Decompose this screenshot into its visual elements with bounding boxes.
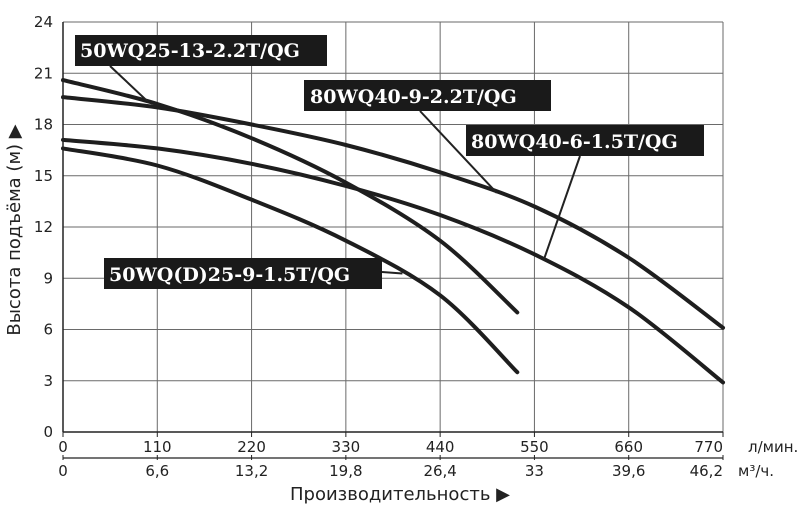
y-axis-title: Высота подъёма (м) ▶	[4, 124, 25, 335]
x-tick-label-primary: 660	[614, 438, 643, 456]
x-tick-label-secondary: 26,4	[423, 462, 456, 480]
x-tick-label-secondary: 19,8	[329, 462, 362, 480]
y-tick-label: 3	[43, 372, 53, 390]
series-label: 50WQ(D)25-9-1.5T/QG	[109, 264, 350, 286]
leader-line	[381, 271, 403, 275]
series-label: 80WQ40-6-1.5T/QG	[471, 131, 678, 153]
y-tick-label: 18	[34, 116, 53, 134]
leader-line	[542, 155, 581, 260]
axes	[62, 22, 724, 460]
x-unit-secondary: м³/ч.	[738, 462, 774, 480]
y-tick-label: 9	[43, 269, 53, 287]
leader-line	[109, 65, 149, 103]
leader-line	[419, 110, 498, 194]
series-line	[61, 137, 725, 385]
x-tick-label-primary: 440	[426, 438, 455, 456]
series-label-box	[104, 258, 382, 289]
y-tick-label: 21	[34, 64, 53, 82]
series-line	[61, 78, 520, 315]
y-tick-label: 15	[34, 167, 53, 185]
x-tick-label-primary: 220	[237, 438, 266, 456]
series-label-box	[304, 80, 551, 111]
y-tick-label: 12	[34, 218, 53, 236]
x-tick-label-secondary: 6,6	[145, 462, 169, 480]
series-label: 50WQ25-13-2.2T/QG	[80, 40, 300, 62]
x-tick-label-primary: 550	[520, 438, 549, 456]
series-line	[61, 146, 520, 375]
curve-labels: 50WQ25-13-2.2T/QG 80WQ40-9-2.2T/QG 80WQ40-…	[75, 35, 704, 289]
y-tick-label: 24	[34, 13, 53, 31]
x-tick-label-primary: 110	[143, 438, 172, 456]
series-label-box	[75, 35, 327, 66]
series-label: 80WQ40-9-2.2T/QG	[310, 86, 517, 108]
series-line	[61, 95, 725, 330]
tick-labels: 03691215182124001106,622013,233019,84402…	[34, 13, 723, 480]
x-tick-label-secondary: 0	[58, 462, 68, 480]
x-tick-label-primary: 770	[694, 438, 723, 456]
x-tick-label-secondary: 13,2	[235, 462, 268, 480]
x-unit-primary: л/мин.	[748, 438, 798, 456]
x-tick-label-secondary: 39,6	[612, 462, 645, 480]
x-tick-label-secondary: 46,2	[690, 462, 723, 480]
series-label-box	[466, 125, 704, 156]
y-tick-label: 6	[43, 321, 53, 339]
x-tick-label-primary: 0	[58, 438, 68, 456]
y-tick-label: 0	[43, 423, 53, 441]
x-tick-label-primary: 330	[332, 438, 361, 456]
x-tick-label-secondary: 33	[525, 462, 544, 480]
curves	[61, 78, 725, 385]
x-axis-title: Производительность ▶	[290, 484, 510, 505]
